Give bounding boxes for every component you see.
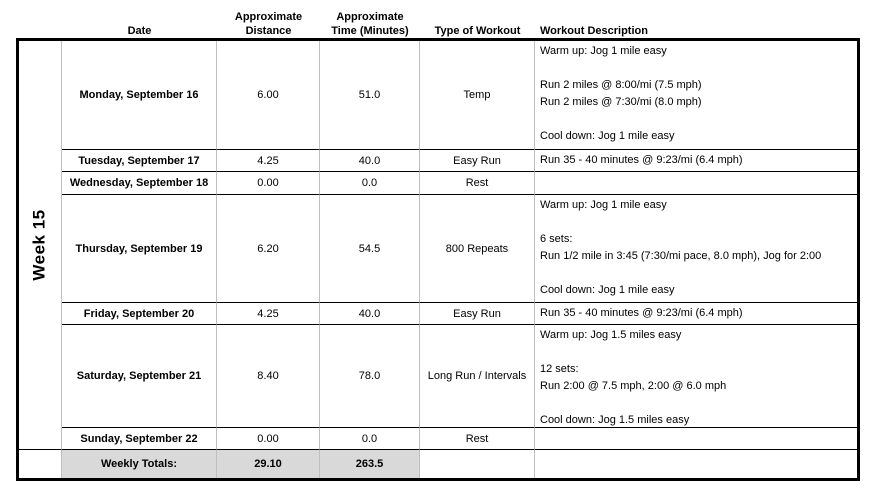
col-header-workout-type: Type of Workout — [434, 25, 521, 37]
totals-distance-cell: 29.10 — [217, 450, 320, 478]
totals-time-cell: 263.5 — [320, 450, 420, 478]
date-cell: Wednesday, September 18 — [62, 172, 217, 195]
workout-description-cell: Warm up: Jog 1 mile easy 6 sets: Run 1/2… — [535, 195, 857, 303]
week-label: Week 15 — [30, 209, 50, 281]
time-cell: 40.0 — [320, 150, 420, 172]
date-cell: Thursday, September 19 — [62, 195, 217, 303]
date-cell: Tuesday, September 17 — [62, 150, 217, 172]
week-schedule-table: Week 15 Monday, September 16 6.00 51.0 T… — [16, 38, 860, 481]
totals-label-cell: Weekly Totals: — [62, 450, 217, 478]
distance-cell: 6.20 — [217, 195, 320, 303]
col-header-time: Approximate Time (Minutes) — [331, 11, 409, 37]
workout-type-cell: 800 Repeats — [420, 195, 535, 303]
time-cell: 40.0 — [320, 303, 420, 325]
workout-description-cell: Run 35 - 40 minutes @ 9:23/mi (6.4 mph) — [535, 150, 857, 172]
workout-description-cell: Run 35 - 40 minutes @ 9:23/mi (6.4 mph) — [535, 303, 857, 325]
workout-type-cell: Rest — [420, 428, 535, 450]
workout-description-cell — [535, 172, 857, 195]
distance-cell: 4.25 — [217, 150, 320, 172]
date-cell: Sunday, September 22 — [62, 428, 217, 450]
date-cell: Saturday, September 21 — [62, 325, 217, 428]
totals-type-spacer-cell — [420, 450, 535, 478]
distance-cell: 0.00 — [217, 172, 320, 195]
workout-type-cell: Easy Run — [420, 150, 535, 172]
col-header-distance: Approximate Distance — [234, 11, 303, 37]
time-cell: 51.0 — [320, 41, 420, 150]
workout-description-cell: Warm up: Jog 1 mile easy Run 2 miles @ 8… — [535, 41, 857, 150]
distance-cell: 4.25 — [217, 303, 320, 325]
workout-description-cell — [535, 428, 857, 450]
time-cell: 0.0 — [320, 172, 420, 195]
col-header-date: Date — [127, 25, 152, 37]
distance-cell: 6.00 — [217, 41, 320, 150]
date-cell: Monday, September 16 — [62, 41, 217, 150]
workout-type-cell: Long Run / Intervals — [420, 325, 535, 428]
workout-type-cell: Easy Run — [420, 303, 535, 325]
column-header-row: Date Approximate Distance Approximate Ti… — [16, 0, 860, 41]
totals-description-spacer-cell — [535, 450, 857, 478]
time-cell: 78.0 — [320, 325, 420, 428]
time-cell: 0.0 — [320, 428, 420, 450]
workout-type-cell: Rest — [420, 172, 535, 195]
totals-week-spacer-cell — [19, 450, 62, 478]
workout-type-cell: Temp — [420, 41, 535, 150]
distance-cell: 8.40 — [217, 325, 320, 428]
date-cell: Friday, September 20 — [62, 303, 217, 325]
time-cell: 54.5 — [320, 195, 420, 303]
week-label-cell: Week 15 — [19, 41, 62, 450]
col-header-workout-description: Workout Description — [540, 25, 648, 37]
workout-description-cell: Warm up: Jog 1.5 miles easy 12 sets: Run… — [535, 325, 857, 428]
distance-cell: 0.00 — [217, 428, 320, 450]
